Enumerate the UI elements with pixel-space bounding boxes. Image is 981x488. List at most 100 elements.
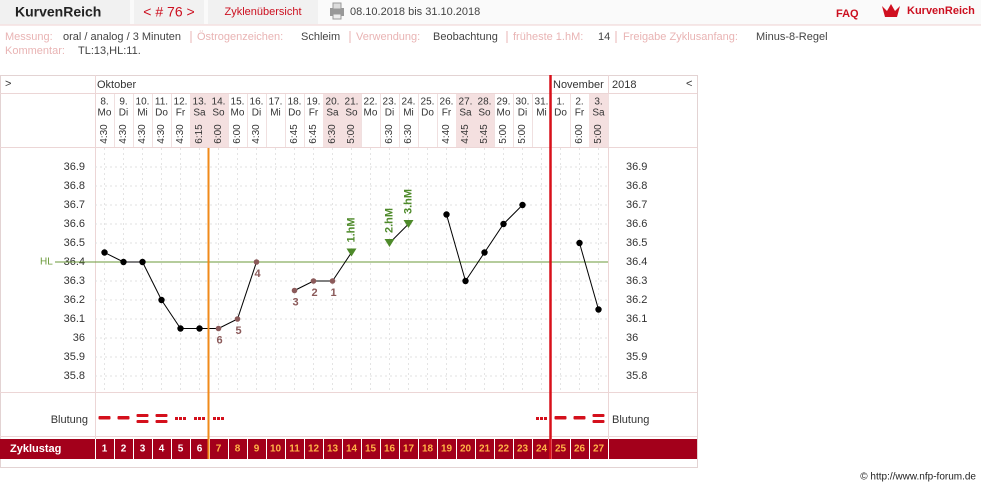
measure-time: 6:45 (308, 124, 319, 144)
bleeding-label: Blutung (51, 414, 88, 426)
bleeding-dot (198, 417, 201, 420)
faq-link[interactable]: FAQ (836, 8, 859, 20)
bleeding-mark (117, 416, 130, 420)
info-label: Verwendung: (356, 31, 420, 43)
y-tick-label: 36.5 (64, 237, 85, 249)
day-weekday: Di (518, 108, 527, 119)
y-tick-label: 36.9 (64, 161, 85, 173)
cycle-day: 15 (365, 444, 377, 455)
cycle-day: 25 (555, 444, 567, 455)
bleeding-dot (202, 417, 205, 420)
footer-credit: © http://www.nfp-forum.de (860, 472, 976, 483)
temperature-point (101, 249, 108, 256)
count-label: 5 (235, 325, 241, 337)
print-icon-out (332, 13, 342, 20)
bleeding-dot (175, 417, 178, 420)
measure-time: 5:00 (593, 124, 604, 144)
day-date: 12. (174, 97, 188, 108)
count-label: 1 (330, 287, 336, 299)
day-weekday: Sa (592, 108, 605, 119)
y-tick-label-right: 36.2 (626, 294, 647, 306)
day-date: 8. (100, 97, 108, 108)
temperature-point (139, 258, 146, 266)
bleeding-dot (221, 417, 224, 420)
info-value: Schleim (301, 31, 340, 43)
cycle-day: 20 (460, 444, 472, 455)
day-weekday: Sa (326, 108, 339, 119)
print-icon[interactable] (330, 2, 344, 20)
bleeding-dot (179, 417, 182, 420)
temperature-point (595, 306, 602, 313)
bleeding-dash (573, 416, 586, 420)
day-weekday: Fr (575, 108, 585, 119)
y-tick-label: 36.6 (64, 218, 85, 230)
day-date: 15. (231, 97, 245, 108)
day-date: 29. (497, 97, 511, 108)
temperature-point (215, 325, 222, 332)
info-label: Freigabe Zyklusanfang: (623, 31, 738, 43)
measure-time: 4:30 (118, 124, 129, 144)
app-title-box (0, 0, 130, 24)
day-weekday: Do (288, 108, 301, 119)
cycle-day: 17 (403, 444, 415, 455)
measure-time: 6:00 (574, 124, 585, 144)
info-value: oral / analog / 3 Minuten (63, 31, 181, 43)
logo-icon (882, 4, 900, 17)
day-date: 18. (288, 97, 302, 108)
count-label: 6 (216, 334, 222, 346)
cycle-day: 12 (308, 444, 320, 455)
info-value: Minus-8-Regel (756, 31, 828, 43)
app-title[interactable]: KurvenReich (15, 4, 101, 20)
day-date: 13. (193, 97, 207, 108)
temperature-point (329, 278, 336, 284)
info-label: früheste 1.hM: (513, 31, 583, 43)
measure-time: 5:00 (346, 124, 357, 144)
measure-time: 6:30 (327, 124, 338, 144)
cycle-day: 21 (479, 444, 491, 455)
overview-link[interactable]: Zyklenübersicht (224, 6, 301, 18)
day-date: 24. (402, 97, 416, 108)
cycle-day: 7 (216, 444, 222, 455)
temperature-point (291, 287, 298, 294)
count-label: 2 (311, 287, 317, 299)
bleeding-dot (544, 417, 547, 420)
temperature-point (253, 259, 260, 265)
weekend-shade (342, 94, 361, 147)
bleeding-dot (217, 417, 220, 420)
day-date: 2. (575, 97, 583, 108)
temperature-line (294, 252, 352, 291)
day-date: 19. (307, 97, 321, 108)
bleeding-dot (536, 417, 539, 420)
bleeding-dot (194, 417, 197, 420)
nav-prev[interactable]: > (5, 78, 11, 90)
measure-time: 4:30 (137, 124, 148, 144)
cycle-day: 13 (327, 444, 339, 455)
day-date: 1. (556, 97, 564, 108)
day-date: 17. (269, 97, 283, 108)
cycle-day: 5 (178, 444, 184, 455)
day-weekday: Di (385, 108, 394, 119)
bleeding-mark (136, 414, 149, 423)
y-tick-label-right: 35.8 (626, 370, 647, 382)
overview-box (208, 0, 318, 24)
temperature-point (443, 211, 450, 218)
chart-layer: 8.Mo4:309.Di4:3010.Mi4:3011.Do4:3012.Fr4… (0, 94, 697, 459)
measure-time: 4:40 (441, 124, 452, 144)
logo-text[interactable]: KurvenReich (907, 5, 975, 17)
day-weekday: Di (252, 108, 261, 119)
nav-next[interactable]: < (686, 78, 692, 90)
day-date: 26. (440, 97, 454, 108)
measure-time: 6:30 (384, 124, 395, 144)
y-tick-label-right: 36.6 (626, 218, 647, 230)
day-weekday: Mo (497, 108, 511, 119)
cycle-nav-box (134, 0, 204, 24)
y-tick-label: 36.1 (64, 313, 85, 325)
bleeding-label-right: Blutung (612, 414, 649, 426)
cycle-day: 10 (270, 444, 282, 455)
cycle-nav[interactable]: < # 76 > (143, 4, 194, 20)
bleeding-dash (155, 414, 168, 417)
day-date: 21. (345, 97, 359, 108)
day-weekday: So (478, 108, 491, 119)
cycle-day: 27 (593, 444, 605, 455)
